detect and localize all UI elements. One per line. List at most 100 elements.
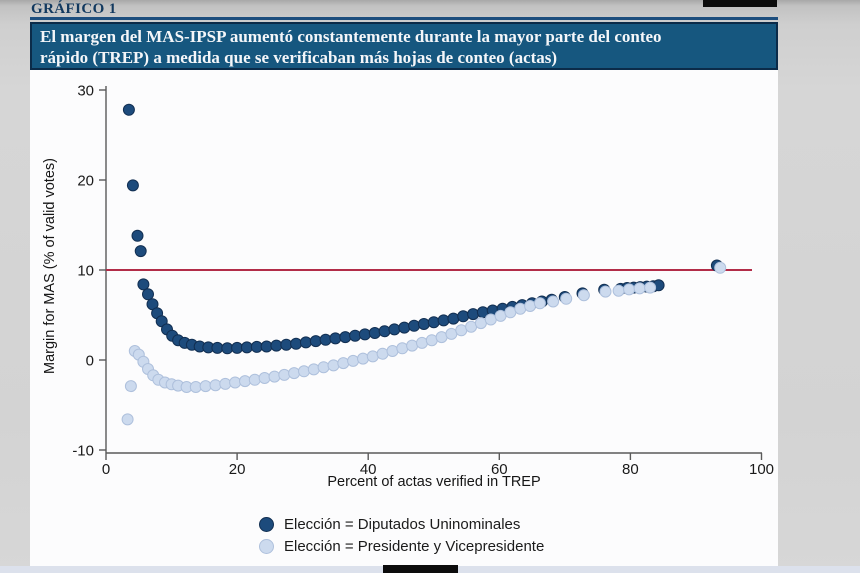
x-tick-label: 100	[749, 461, 774, 478]
scatter-point-diputados	[398, 321, 411, 334]
legend-item-diputados: Elección = Diputados Uninominales	[259, 516, 544, 533]
scatter-point-presidente	[209, 379, 222, 392]
scatter-point-presidente	[239, 375, 251, 388]
scatter-point-diputados	[211, 341, 224, 354]
y-tick-label: -10	[72, 443, 94, 460]
scatter-plot-canvas: -10 0 10 20 30 0 20 40 60 80 100	[72, 83, 774, 479]
scatter-point-presidente	[514, 302, 527, 315]
scatter-point-diputados	[290, 337, 303, 350]
scatter-point-diputados	[240, 341, 253, 354]
scatter-point-presidente	[599, 285, 612, 298]
scatter-point-diputados	[358, 328, 371, 341]
scatter-point-presidente	[258, 372, 271, 384]
scatter-point-diputados	[260, 340, 273, 353]
x-tick-label: 20	[229, 461, 246, 478]
scatter-point-diputados	[137, 278, 150, 291]
chart-figure: -10 0 10 20 30 0 20 40 60 80 100 Margin for MAS (%…	[30, 70, 778, 573]
figure-kicker: GRÁFICO 1	[31, 1, 117, 17]
scatter-point-presidente	[560, 292, 573, 305]
banner-line-1: El margen del MAS-IPSP aumentó constante…	[40, 27, 662, 46]
y-tick-label: 10	[77, 263, 94, 280]
scatter-point-presidente	[229, 376, 242, 389]
scatter-point-presidente	[219, 377, 232, 390]
scatter-point-presidente	[288, 367, 301, 380]
scatter-point-diputados	[319, 333, 332, 346]
scatter-point-diputados	[388, 323, 401, 336]
scatter-point-diputados	[142, 288, 154, 301]
video-overlay-bar-top	[703, 0, 777, 7]
scatter-point-presidente	[366, 350, 379, 363]
y-axis-title: Margin for MAS (% of valid votes)	[42, 158, 58, 374]
scatter-point-diputados	[134, 245, 147, 258]
scatter-point-diputados	[131, 229, 144, 242]
x-tick-label: 60	[491, 461, 508, 478]
scatter-point-presidente	[298, 365, 310, 378]
scatter-point-diputados	[408, 319, 421, 332]
scatter-point-presidente	[416, 336, 428, 349]
y-tick-label: 30	[77, 83, 94, 100]
scatter-point-diputados	[427, 316, 440, 329]
scatter-point-presidente	[547, 295, 560, 308]
scatter-point-diputados	[349, 329, 362, 342]
scatter-point-presidente	[357, 352, 369, 365]
y-tick-label: 0	[86, 353, 94, 370]
scatter-point-diputados	[339, 331, 352, 344]
scatter-point-diputados	[368, 327, 381, 339]
legend-label: Elección = Diputados Uninominales	[284, 516, 521, 533]
scatter-point-presidente	[337, 357, 350, 370]
scatter-point-presidente	[376, 347, 389, 360]
scatter-point-diputados	[122, 103, 135, 116]
scatter-point-presidente	[317, 361, 330, 374]
x-tick-label: 80	[622, 461, 639, 478]
scatter-point-diputados	[467, 308, 480, 321]
legend-marker-light-dot-icon	[259, 539, 274, 554]
x-tick-label: 40	[360, 461, 377, 478]
banner-line-2: rápido (TREP) a medida que se verificaba…	[40, 48, 558, 67]
scatter-point-diputados	[378, 325, 391, 338]
scatter-point-diputados	[270, 339, 283, 352]
legend-marker-dark-dot-icon	[259, 517, 274, 532]
scatter-point-presidente	[714, 261, 727, 274]
scatter-point-presidente	[121, 413, 134, 426]
video-overlay-bar-bottom	[383, 565, 458, 573]
scatter-point-diputados	[437, 314, 450, 327]
scatter-point-presidente	[504, 306, 517, 319]
scatter-point-diputados	[126, 179, 139, 192]
scatter-point-presidente	[644, 281, 657, 294]
scatter-point-presidente	[278, 368, 291, 381]
scatter-point-presidente	[533, 297, 546, 310]
scatter-point-presidente	[633, 282, 646, 295]
scatter-point-presidente	[406, 339, 419, 352]
figure-title-banner: El margen del MAS-IPSP aumentó constante…	[30, 22, 778, 70]
scatter-point-presidente	[612, 284, 625, 297]
legend-label: Elección = Presidente y Vicepresidente	[284, 538, 545, 555]
scatter-point-presidente	[347, 354, 360, 367]
scatter-point-presidente	[189, 381, 202, 393]
scatter-point-diputados	[417, 318, 430, 330]
scatter-point-presidente	[396, 342, 409, 355]
x-axis-title: Percent of actas verified in TREP	[327, 474, 541, 490]
legend-item-presidente: Elección = Presidente y Vicepresidente	[259, 538, 544, 555]
scatter-point-presidente	[623, 283, 636, 296]
scatter-point-presidente	[386, 345, 399, 357]
scatter-point-presidente	[307, 363, 320, 376]
scatter-point-presidente	[124, 380, 137, 393]
x-tick-label: 0	[102, 461, 110, 478]
scatter-point-presidente	[327, 359, 340, 372]
scatter-point-diputados	[309, 335, 322, 348]
scatter-point-diputados	[457, 310, 470, 323]
scatter-point-presidente	[268, 370, 281, 383]
y-tick-label: 20	[77, 173, 94, 190]
scatter-point-presidente	[199, 380, 212, 393]
scatter-point-presidente	[445, 327, 458, 340]
scatter-point-diputados	[280, 338, 293, 351]
scatter-point-diputados	[329, 332, 342, 345]
scatter-point-presidente	[474, 317, 487, 330]
kicker-underline	[30, 17, 778, 20]
scatter-point-presidente	[577, 289, 590, 302]
scatter-point-presidente	[248, 373, 261, 386]
scatter-point-presidente	[524, 300, 537, 312]
chart-legend: Elección = Diputados Uninominales Elecci…	[259, 516, 544, 555]
scatter-point-diputados	[447, 312, 460, 325]
